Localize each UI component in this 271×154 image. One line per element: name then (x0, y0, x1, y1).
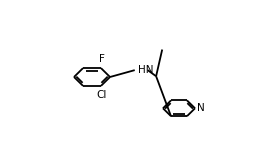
Text: F: F (99, 54, 104, 64)
Text: N: N (197, 103, 205, 113)
Text: Cl: Cl (96, 90, 107, 100)
Text: HN: HN (138, 65, 153, 75)
